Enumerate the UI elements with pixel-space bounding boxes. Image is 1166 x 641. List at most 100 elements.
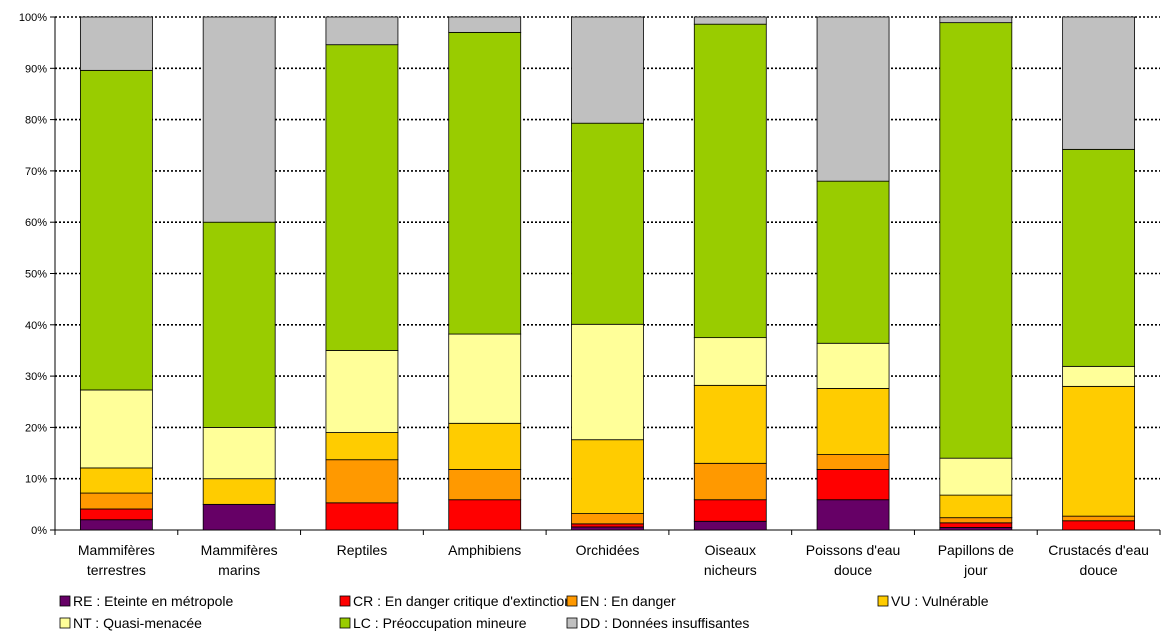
bar-segment bbox=[325, 459, 399, 504]
legend-swatch bbox=[339, 595, 351, 607]
bar-segment bbox=[816, 342, 890, 389]
category-label-line: Poissons d'eau bbox=[806, 542, 901, 558]
bar-segment bbox=[448, 422, 522, 470]
category-label: Reptiles bbox=[337, 542, 388, 558]
y-tick-label: 80% bbox=[25, 115, 47, 127]
legend-swatch bbox=[566, 617, 578, 629]
category-label: Amphibiens bbox=[448, 542, 521, 558]
bar-segment bbox=[816, 388, 890, 455]
legend-label: LC : Préoccupation mineure bbox=[353, 615, 527, 631]
bar-segment bbox=[571, 16, 644, 124]
bar-segment bbox=[79, 16, 153, 71]
legend-label: EN : En danger bbox=[580, 593, 676, 609]
bar-segment bbox=[1062, 365, 1136, 387]
bar-segment bbox=[693, 337, 767, 386]
bar-segment bbox=[202, 503, 276, 531]
y-tick-label: 30% bbox=[25, 371, 47, 383]
bar-segment bbox=[816, 16, 890, 182]
bar-segment bbox=[1062, 520, 1136, 531]
bar-segment bbox=[79, 467, 153, 494]
category-label-line: Orchidées bbox=[576, 542, 640, 558]
bar-segment bbox=[79, 69, 153, 391]
y-tick-label: 10% bbox=[25, 474, 47, 486]
y-tick-label: 40% bbox=[25, 320, 47, 332]
legend-label: CR : En danger critique d'extinction bbox=[353, 593, 572, 609]
bar-segment bbox=[325, 350, 399, 433]
bar-segment bbox=[571, 526, 644, 531]
bar-segment bbox=[939, 517, 1013, 524]
legend-swatch bbox=[877, 595, 889, 607]
bar-segment bbox=[448, 31, 522, 335]
bar-segment bbox=[693, 384, 767, 464]
category-label: Poissons d'eau douce bbox=[806, 542, 901, 578]
y-tick-label: 0% bbox=[31, 525, 47, 537]
bar-segment bbox=[448, 469, 522, 501]
category-label-line: douce bbox=[834, 562, 872, 578]
category-label: Oiseaux nicheurs bbox=[704, 542, 757, 578]
bar-segment bbox=[79, 519, 153, 531]
legend-swatch bbox=[339, 617, 351, 629]
bar-segment bbox=[939, 522, 1013, 528]
bar-segment bbox=[571, 323, 644, 441]
bar-segment bbox=[325, 502, 399, 531]
category-label-line: terrestres bbox=[87, 562, 146, 578]
legend-label: VU : Vulnérable bbox=[891, 593, 989, 609]
bar-segment bbox=[79, 389, 153, 469]
bar-segment bbox=[816, 469, 890, 501]
category-label: Orchidées bbox=[576, 542, 640, 558]
bar-segment bbox=[1062, 148, 1136, 367]
bar-segment bbox=[325, 432, 399, 461]
bar-segment bbox=[939, 494, 1013, 519]
category-label-line: Crustacés d'eau bbox=[1048, 542, 1149, 558]
category-label: Mammifères terrestres bbox=[78, 542, 155, 578]
bar-segment bbox=[79, 492, 153, 510]
bar-segment bbox=[325, 44, 399, 351]
category-label-line: marins bbox=[218, 562, 260, 578]
bar-segment bbox=[693, 16, 767, 25]
category-label: Crustacés d'eau douce bbox=[1048, 542, 1149, 578]
bar-segment bbox=[448, 499, 522, 531]
bar-segment bbox=[325, 16, 399, 46]
bar-segment bbox=[571, 122, 644, 325]
y-tick-label: 100% bbox=[19, 12, 47, 24]
bar-segment bbox=[693, 23, 767, 339]
bar-segment bbox=[202, 16, 276, 223]
y-tick-label: 20% bbox=[25, 422, 47, 434]
bar-segment bbox=[939, 22, 1013, 459]
bar-segment bbox=[1062, 16, 1136, 150]
legend-label: DD : Données insuffisantes bbox=[580, 615, 749, 631]
bar-segment bbox=[693, 462, 767, 501]
bar-segment bbox=[1062, 385, 1136, 517]
bar-segment bbox=[571, 513, 644, 525]
category-label-line: Amphibiens bbox=[448, 542, 521, 558]
bar-segment bbox=[816, 180, 890, 344]
bar-segment bbox=[202, 478, 276, 505]
y-tick-label: 70% bbox=[25, 166, 47, 178]
bar-segment bbox=[79, 508, 153, 521]
category-label-line: douce bbox=[1080, 562, 1118, 578]
category-label-line: Mammifères bbox=[201, 542, 278, 558]
legend-swatch bbox=[566, 595, 578, 607]
category-label: Papillons de jour bbox=[938, 542, 1014, 578]
y-tick-label: 60% bbox=[25, 217, 47, 229]
category-label: Mammifères marins bbox=[201, 542, 278, 578]
category-label-line: nicheurs bbox=[704, 562, 757, 578]
legend-swatch bbox=[59, 617, 71, 629]
category-label-line: Mammifères bbox=[78, 542, 155, 558]
category-label-line: jour bbox=[963, 562, 988, 578]
bar-segment bbox=[939, 16, 1013, 24]
category-label-line: Reptiles bbox=[337, 542, 388, 558]
y-tick-label: 50% bbox=[25, 269, 47, 281]
legend-label: NT : Quasi-menacée bbox=[73, 615, 202, 631]
bar-segment bbox=[448, 333, 522, 424]
bar-segment bbox=[693, 499, 767, 522]
bar-segment bbox=[1062, 515, 1136, 522]
bar-segment bbox=[202, 221, 276, 428]
y-tick-label: 90% bbox=[25, 63, 47, 75]
bar-segment bbox=[571, 439, 644, 514]
bar-segment bbox=[939, 457, 1013, 496]
category-label-line: Papillons de bbox=[938, 542, 1014, 558]
legend-label: RE : Eteinte en métropole bbox=[73, 593, 234, 609]
bar-segment bbox=[816, 499, 890, 531]
